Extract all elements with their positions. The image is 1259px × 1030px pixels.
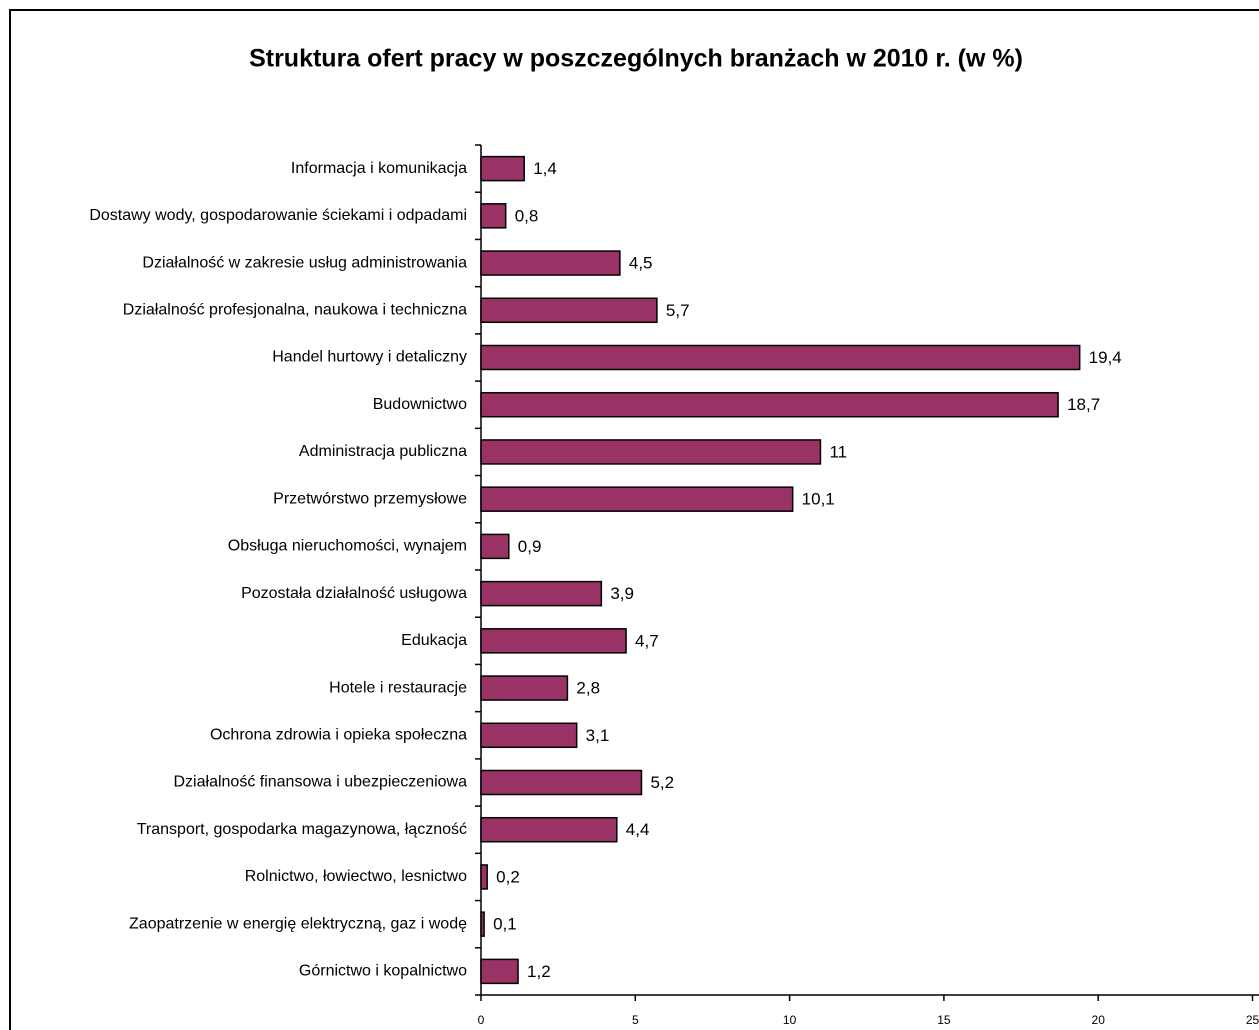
value-label: 0,1: [493, 915, 517, 934]
x-tick-label: 15: [937, 1013, 951, 1027]
bar: [480, 911, 485, 937]
y-tick-label: Zaopatrzenie w energię elektryczną, gaz …: [129, 915, 467, 932]
bar: [480, 391, 1059, 418]
value-label: 5,7: [666, 301, 690, 320]
y-tick-label: Administracja publiczna: [299, 443, 467, 460]
value-label: 10,1: [802, 490, 835, 509]
bar: [480, 155, 525, 182]
bar: [480, 675, 569, 701]
value-label: 1,2: [527, 962, 551, 981]
value-label: 4,4: [626, 820, 650, 839]
bar: [480, 203, 507, 229]
bar: [480, 769, 643, 796]
value-label: 2,8: [576, 679, 600, 698]
x-tick-label: 10: [783, 1013, 797, 1027]
bar: [480, 344, 1081, 371]
bar: [480, 439, 822, 465]
bar: [480, 628, 627, 654]
x-tick-label: 20: [1092, 1013, 1106, 1027]
y-tick-label: Dostawy wody, gospodarowanie ściekami i …: [89, 207, 467, 224]
y-tick-label: Edukacja: [401, 632, 467, 649]
bar: [480, 250, 621, 276]
bar: [480, 580, 603, 607]
value-label: 19,4: [1089, 348, 1122, 367]
value-label: 3,9: [610, 584, 634, 603]
value-label: 3,1: [586, 726, 610, 745]
value-label: 18,7: [1067, 395, 1100, 414]
y-tick-label: Działalność profesjonalna, naukowa i tec…: [123, 301, 467, 318]
bar: [480, 722, 578, 749]
value-label: 4,5: [629, 254, 653, 273]
y-tick-label: Handel hurtowy i detaliczny: [272, 349, 467, 366]
bar: [480, 958, 519, 985]
y-tick-label: Rolnictwo, łowiectwo, lesnictwo: [245, 868, 467, 885]
bar: [480, 297, 658, 324]
x-tick-label: 5: [632, 1013, 639, 1027]
y-tick-label: Budownictwo: [373, 396, 467, 413]
y-tick-label: Przetwórstwo przemysłowe: [273, 490, 467, 507]
bar: [480, 816, 618, 843]
y-tick-label: Obsługa nieruchomości, wynajem: [228, 538, 467, 555]
value-label: 5,2: [650, 773, 674, 792]
value-label: 0,9: [518, 537, 542, 556]
bar: [480, 486, 794, 512]
chart-title: Struktura ofert pracy w poszczególnych b…: [249, 45, 1023, 73]
y-tick-label: Informacja i komunikacja: [291, 160, 467, 177]
y-tick-label: Transport, gospodarka magazynowa, łączno…: [137, 821, 467, 838]
value-label: 11: [829, 442, 847, 461]
y-tick-label: Hotele i restauracje: [329, 679, 467, 696]
y-tick-label: Ochrona zdrowia i opieka społeczna: [210, 726, 467, 743]
y-tick-label: Górnictwo i kopalnictwo: [299, 963, 467, 980]
value-label: 4,7: [635, 631, 659, 650]
y-tick-label: Działalność finansowa i ubezpieczeniowa: [174, 774, 468, 791]
value-label: 0,2: [496, 867, 520, 886]
x-tick-label: 25: [1246, 1013, 1259, 1027]
y-tick-label: Pozostała działalność usługowa: [241, 585, 467, 602]
x-tick-label: 0: [478, 1013, 485, 1027]
value-label: 0,8: [515, 206, 539, 225]
bar: [480, 864, 488, 890]
chart-frame: [9, 9, 1259, 1030]
y-tick-label: Działalność w zakresie usług administrow…: [142, 254, 467, 271]
value-label: 1,4: [533, 159, 557, 178]
bar: [480, 533, 510, 560]
